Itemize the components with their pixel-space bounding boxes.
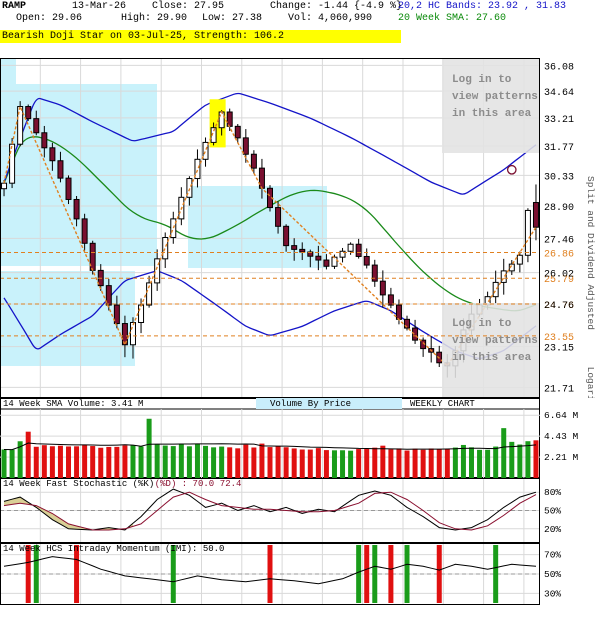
- svg-text:2.21 M: 2.21 M: [544, 452, 579, 463]
- svg-text:26.02: 26.02: [544, 270, 574, 281]
- svg-text:36.08: 36.08: [544, 62, 574, 73]
- svg-text:view patterns: view patterns: [452, 91, 538, 103]
- svg-text:WEEKLY CHART: WEEKLY CHART: [410, 399, 475, 409]
- svg-text:28.90: 28.90: [544, 203, 574, 214]
- svg-text:24.76: 24.76: [544, 301, 574, 312]
- svg-text:(%D) : 70.0: (%D) : 70.0: [155, 479, 214, 489]
- svg-text:in this area: in this area: [452, 108, 532, 120]
- svg-text:14 Week HCS Intraday Momentum: 14 Week HCS Intraday Momentum (IMI): 50.…: [3, 544, 224, 554]
- svg-text:80%: 80%: [544, 487, 561, 498]
- svg-text:21.71: 21.71: [544, 384, 574, 395]
- svg-text:50%: 50%: [544, 506, 561, 517]
- svg-text:Logarithmic: Logarithmic: [585, 367, 596, 398]
- svg-text:31.77: 31.77: [544, 143, 574, 154]
- svg-text:20%: 20%: [544, 524, 561, 535]
- svg-text:70%: 70%: [544, 550, 561, 561]
- svg-text:50%: 50%: [544, 569, 561, 580]
- svg-text:14 Week Fast Stochastic (%K): 14 Week Fast Stochastic (%K): [3, 479, 154, 489]
- svg-text:34.64: 34.64: [544, 88, 574, 99]
- svg-text:Split and Dividend Adjusted: Split and Dividend Adjusted: [585, 176, 596, 330]
- svg-text:in this area: in this area: [452, 352, 532, 364]
- svg-text:14 Week SMA Volume: 3.41 M: 14 Week SMA Volume: 3.41 M: [3, 399, 143, 409]
- svg-text:26.86: 26.86: [544, 249, 574, 260]
- svg-text:23.15: 23.15: [544, 344, 574, 355]
- svg-text:30.33: 30.33: [544, 172, 574, 183]
- svg-text:view patterns: view patterns: [452, 335, 538, 347]
- svg-text:4.43 M: 4.43 M: [544, 431, 579, 442]
- svg-text:Log in to: Log in to: [452, 318, 512, 330]
- svg-text:27.46: 27.46: [544, 235, 574, 246]
- svg-text:72.4: 72.4: [220, 479, 242, 489]
- svg-text:33.21: 33.21: [544, 115, 574, 126]
- svg-text:30%: 30%: [544, 588, 561, 599]
- svg-text:Log in to: Log in to: [452, 74, 512, 86]
- svg-text:23.55: 23.55: [544, 333, 574, 344]
- svg-text:Volume By Price: Volume By Price: [270, 399, 351, 409]
- svg-text:6.64 M: 6.64 M: [544, 410, 579, 421]
